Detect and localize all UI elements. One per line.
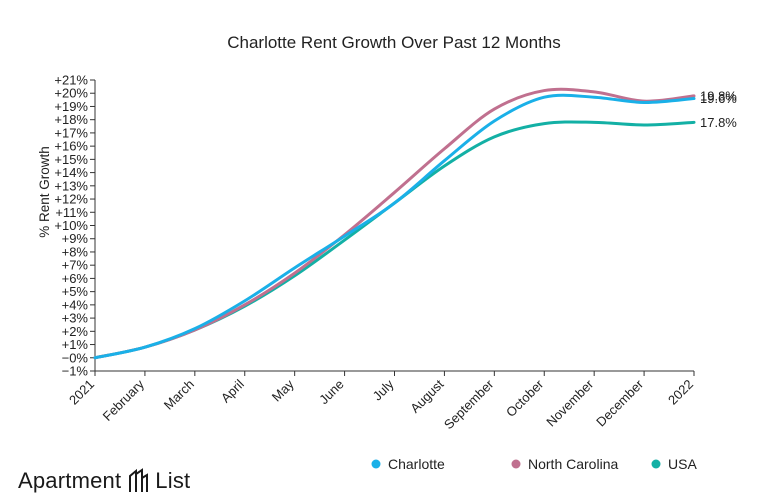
x-tick-label: August (407, 376, 446, 415)
y-tick-label: −0% (62, 350, 89, 365)
y-tick-label: +2% (62, 324, 89, 339)
x-tick-label: February (100, 376, 148, 424)
y-tick-label: +18% (54, 112, 88, 127)
y-tick-label: +19% (54, 99, 88, 114)
y-tick-label: +20% (54, 86, 88, 101)
apartment-list-logo: Apartment List (18, 468, 190, 494)
x-tick-label: 2022 (665, 377, 696, 408)
axes: −1%−0%+1%+2%+3%+4%+5%+6%+7%+8%+9%+10%+11… (54, 73, 696, 433)
y-tick-label: +7% (62, 258, 89, 273)
end-label-usa: 17.8% (700, 115, 737, 130)
x-tick-label: December (593, 376, 646, 429)
series-line-north-carolina (93, 87, 696, 360)
brand-word-list: List (155, 468, 191, 493)
end-labels: 19.6%19.8% 17.8% (700, 88, 737, 129)
y-tick-label: +6% (62, 271, 89, 286)
y-tick-label: +8% (62, 244, 89, 259)
y-tick-label: +17% (54, 125, 88, 140)
x-tick-label: November (543, 376, 596, 429)
x-tick-label: 2021 (66, 377, 97, 408)
x-tick-label: July (370, 376, 397, 403)
x-tick-label: June (316, 377, 347, 408)
x-tick-label: October (503, 376, 547, 420)
apartment-list-logo-icon (129, 468, 149, 492)
legend-marker (511, 459, 521, 469)
end-label-charlotte: 19.6% (700, 91, 737, 106)
y-tick-label: +15% (54, 152, 88, 167)
legend-label: USA (668, 456, 697, 472)
brand-word-apartment: Apartment (18, 468, 122, 493)
series-lines (93, 87, 696, 360)
legend-marker (651, 459, 661, 469)
y-tick-label: +16% (54, 139, 88, 154)
y-tick-label: +9% (62, 231, 89, 246)
y-tick-label: +21% (54, 73, 88, 88)
y-tick-label: +10% (54, 218, 88, 233)
y-tick-label: −1% (62, 364, 89, 379)
y-tick-label: +4% (62, 297, 89, 312)
x-tick-label: March (161, 377, 197, 413)
series-line-charlotte (93, 93, 696, 360)
y-tick-label: +14% (54, 165, 88, 180)
y-tick-label: +11% (55, 205, 88, 220)
y-tick-label: +5% (62, 284, 89, 299)
legend-label: North Carolina (528, 456, 618, 472)
legend-marker (371, 459, 381, 469)
legend: Charlotte North Carolina USA (371, 456, 697, 472)
y-tick-label: +13% (54, 178, 88, 193)
y-axis-label: % Rent Growth (37, 146, 52, 238)
y-tick-label: +1% (62, 337, 89, 352)
end-label-north-carolina: 19.8% (700, 88, 737, 103)
y-tick-label: +12% (54, 192, 88, 207)
x-tick-label: May (269, 376, 297, 404)
series-line-usa (93, 120, 696, 360)
y-tick-label: +3% (62, 311, 89, 326)
x-tick-label: September (441, 376, 497, 432)
chart-title: Charlotte Rent Growth Over Past 12 Month… (227, 33, 561, 52)
legend-label: Charlotte (388, 456, 445, 472)
x-tick-label: April (218, 376, 247, 405)
